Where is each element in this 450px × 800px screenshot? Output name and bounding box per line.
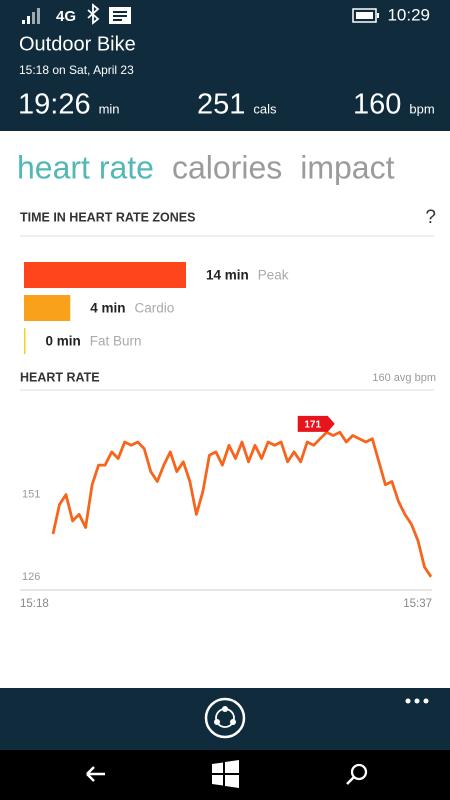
tab[interactable]: heart rate <box>17 149 154 185</box>
activity-date: 15:18 on Sat, April 23 <box>19 63 134 77</box>
zone-bar <box>24 295 71 321</box>
battery-icon <box>352 8 379 23</box>
app-bar <box>0 688 450 750</box>
more-button[interactable] <box>405 698 429 704</box>
message-icon <box>109 7 131 24</box>
x-tick-label: 15:18 <box>20 598 49 610</box>
x-tick-label: 15:37 <box>403 598 432 610</box>
signal-icon <box>22 8 40 24</box>
bluetooth-icon <box>87 3 100 25</box>
zone-value: 0 min <box>46 334 81 349</box>
help-button[interactable]: ? <box>425 207 436 228</box>
search-button[interactable] <box>346 763 368 785</box>
share-button[interactable] <box>204 697 246 739</box>
peak-marker <box>297 415 335 432</box>
zone-name: Peak <box>258 268 289 283</box>
hr-line <box>51 430 433 578</box>
stat-unit: min <box>99 101 120 116</box>
stat-unit: bpm <box>409 101 434 116</box>
zone-value: 14 min <box>206 268 249 283</box>
stat-value: 160 <box>353 89 401 121</box>
y-tick-label: 126 <box>22 571 40 583</box>
peak-label: 171 <box>304 420 321 431</box>
zone-value: 4 min <box>90 301 125 316</box>
zones-title: TIME IN HEART RATE ZONES <box>20 210 195 224</box>
tab[interactable]: impact <box>300 149 394 185</box>
y-tick-label: 151 <box>22 489 40 501</box>
clock: 10:29 <box>387 5 430 24</box>
stat-value: 251 <box>197 89 245 121</box>
stat-unit: cals <box>253 101 277 116</box>
activity-title: Outdoor Bike <box>19 33 136 55</box>
zone-name: Cardio <box>135 301 175 316</box>
stat-value: 19:26 <box>18 89 91 121</box>
hr-subtitle: 160 avg bpm <box>372 372 436 384</box>
windows-button[interactable] <box>212 760 239 788</box>
zone-bar <box>24 262 186 288</box>
hr-title: HEART RATE <box>20 370 100 384</box>
network: 4G <box>56 8 76 25</box>
zone-bar <box>24 328 26 354</box>
back-button[interactable] <box>86 766 105 782</box>
tab[interactable]: calories <box>172 149 282 185</box>
zone-name: Fat Burn <box>90 334 142 349</box>
